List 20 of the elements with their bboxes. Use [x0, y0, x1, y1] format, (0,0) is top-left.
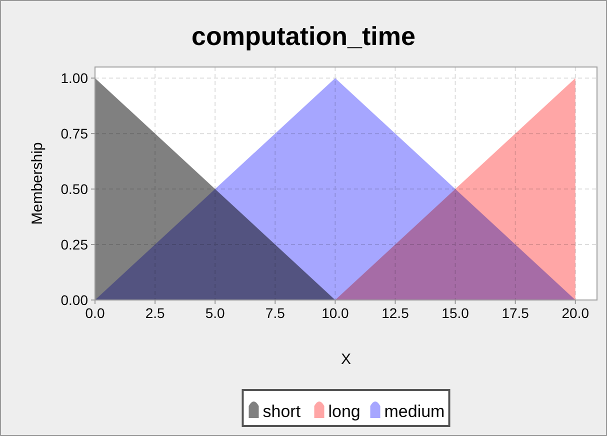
y-tick-label: 0.25 — [60, 236, 88, 253]
legend-label: long — [328, 402, 360, 421]
x-tick-label: 12.5 — [382, 305, 410, 321]
y-tick-label: 0.00 — [60, 292, 88, 308]
chart-title: computation_time — [192, 21, 416, 51]
y-tick-label: 0.50 — [60, 181, 88, 198]
y-tick-label: 0.75 — [60, 126, 88, 142]
legend-label: medium — [384, 402, 445, 421]
y-tick-label: 1.00 — [60, 70, 88, 86]
x-tick-label: 15.0 — [442, 305, 470, 321]
x-tick-label: 17.5 — [502, 305, 530, 321]
legend-label: short — [262, 402, 301, 421]
y-axis-title: Membership — [29, 142, 46, 225]
x-tick-label: 7.5 — [265, 305, 286, 321]
x-tick-label: 10.0 — [322, 305, 350, 321]
x-tick-label: 5.0 — [205, 305, 226, 321]
x-axis-title: X — [340, 351, 352, 368]
x-tick-label: 20.0 — [562, 305, 590, 321]
x-tick-label: 0.0 — [85, 305, 105, 321]
x-tick-label: 2.5 — [145, 305, 165, 321]
